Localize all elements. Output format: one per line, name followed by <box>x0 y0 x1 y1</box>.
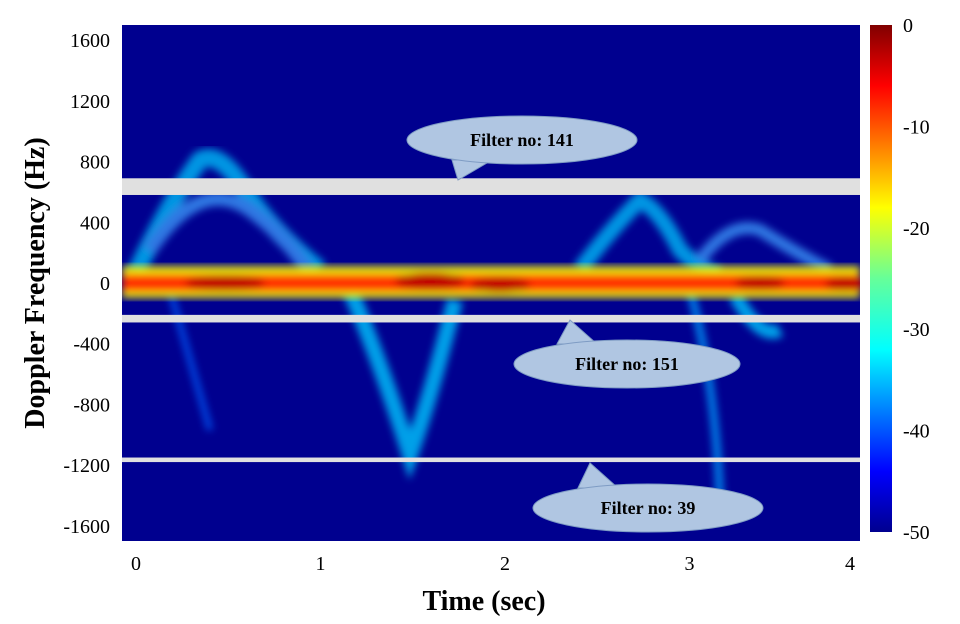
y-tick-label: 1200 <box>70 91 110 113</box>
x-tick-label: 0 <box>131 553 141 575</box>
colorbar-tick-label: -10 <box>903 116 930 138</box>
y-axis-title: Doppler Frequency (Hz) <box>20 137 51 428</box>
y-tick-label: -1600 <box>63 516 110 538</box>
filter-band <box>122 457 860 463</box>
callout-bubble <box>513 339 741 389</box>
filter-band <box>122 314 860 323</box>
upper-micro-doppler <box>126 149 833 283</box>
x-tick-label: 4 <box>845 553 855 575</box>
callout-bubble <box>532 483 764 533</box>
spectrogram-texture <box>122 149 860 501</box>
x-tick-labels: 0 1 2 3 4 <box>131 553 855 575</box>
colorbar-tick-label: -40 <box>903 421 930 443</box>
y-tick-label: -400 <box>73 334 110 356</box>
lower-micro-doppler <box>167 286 784 501</box>
y-tick-label: 0 <box>100 273 110 295</box>
zero-doppler-ridge <box>122 266 860 298</box>
y-tick-label: 800 <box>80 152 110 174</box>
filter-callout: Filter no: 141 <box>406 115 638 181</box>
x-axis-title: Time (sec) <box>422 586 545 617</box>
filter-callout: Filter no: 39 <box>532 462 764 533</box>
x-tick-label: 1 <box>316 553 326 575</box>
y-tick-label: -1200 <box>63 455 110 477</box>
colorbar-tick-label: -30 <box>903 319 930 341</box>
y-tick-label: 1600 <box>70 30 110 52</box>
y-tick-label: 400 <box>80 212 110 234</box>
colorbar <box>870 25 892 532</box>
colorbar-tick-label: -20 <box>903 218 930 240</box>
filter-band <box>122 178 860 195</box>
colorbar-tick-labels: 0 -10 -20 -30 -40 -50 <box>903 15 930 544</box>
filter-callout: Filter no: 151 <box>513 319 741 389</box>
filter-label: Filter no: 39 <box>601 498 696 518</box>
x-tick-label: 3 <box>685 553 695 575</box>
y-tick-labels: 1600 1200 800 400 0 -400 -800 -1200 -1600 <box>63 30 110 538</box>
colorbar-tick-label: 0 <box>903 15 913 37</box>
filter-bands: Filter no: 141 Filter no: 151 Filter no: 3… <box>122 115 860 533</box>
y-tick-label: -800 <box>73 394 110 416</box>
filter-label: Filter no: 151 <box>575 354 679 374</box>
colorbar-tick-label: -50 <box>903 522 930 544</box>
callout-bubble <box>406 115 638 165</box>
x-tick-label: 2 <box>500 553 510 575</box>
filter-label: Filter no: 141 <box>470 130 574 150</box>
